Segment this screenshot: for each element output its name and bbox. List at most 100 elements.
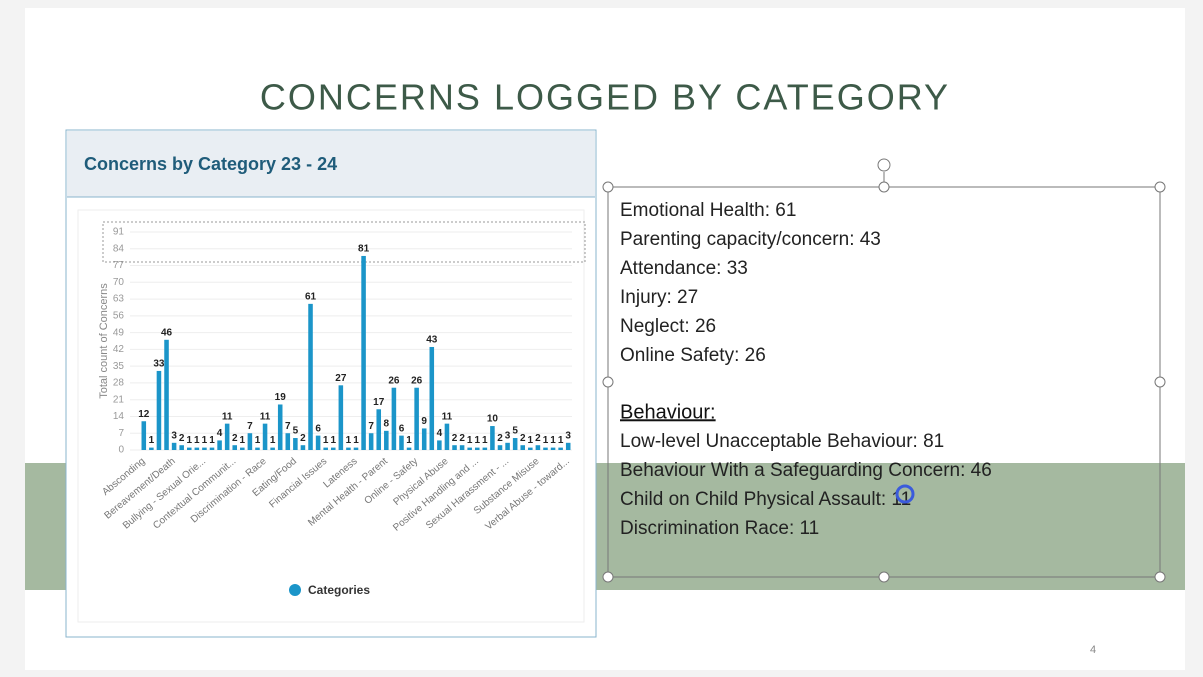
bar <box>323 447 328 450</box>
bar <box>512 438 518 450</box>
data-label: 2 <box>179 433 185 444</box>
selection-outline <box>102 221 586 263</box>
y-tick-label: 77 <box>113 260 125 271</box>
bar <box>300 445 306 450</box>
bar <box>285 433 291 450</box>
text-line: Attendance: 33 <box>620 258 748 279</box>
rotate-handle[interactable] <box>877 158 891 172</box>
data-label: 61 <box>305 292 317 303</box>
bar <box>535 445 541 450</box>
bar <box>543 447 548 450</box>
bar <box>209 447 215 450</box>
text-line: Behaviour With a Safeguarding Concern: 4… <box>620 460 992 481</box>
bar <box>149 447 154 450</box>
text-line: Low-level Unacceptable Behaviour: 81 <box>620 431 944 452</box>
data-label: 1 <box>467 435 473 446</box>
text-line: Discrimination Race: 11 <box>620 518 819 539</box>
data-label: 1 <box>474 435 480 446</box>
data-label: 1 <box>270 435 276 446</box>
data-label: 1 <box>186 435 192 446</box>
resize-handle[interactable] <box>1154 181 1166 193</box>
text-line: Child on Child Physical Assault: 11 <box>620 489 911 510</box>
y-tick-label: 63 <box>113 294 125 305</box>
data-label: 7 <box>285 421 291 432</box>
bar <box>330 447 336 450</box>
data-label: 3 <box>171 430 177 441</box>
text-line: Neglect: 26 <box>620 316 716 337</box>
bar <box>421 428 427 450</box>
data-label: 2 <box>232 433 238 444</box>
legend-label: Categories <box>308 583 370 597</box>
y-tick-label: 70 <box>113 277 125 288</box>
bar <box>156 370 162 450</box>
text-box[interactable]: Emotional Health: 61 Parenting capacity/c… <box>602 158 1166 583</box>
bar <box>467 447 472 450</box>
data-label: 1 <box>202 435 208 446</box>
data-label: 2 <box>452 433 458 444</box>
bar <box>528 447 533 450</box>
data-label: 4 <box>437 428 443 439</box>
data-label: 1 <box>323 435 329 446</box>
data-label: 6 <box>399 423 405 434</box>
data-label: 11 <box>442 411 453 422</box>
resize-handle[interactable] <box>602 376 614 388</box>
bar <box>391 387 397 450</box>
bar <box>270 447 275 450</box>
resize-handle[interactable] <box>1154 571 1166 583</box>
bar <box>444 423 450 450</box>
data-label: 1 <box>149 435 155 446</box>
data-label: 81 <box>358 244 370 255</box>
data-label: 1 <box>346 435 352 446</box>
text-line: Online Safety: 26 <box>620 345 766 366</box>
bar <box>474 447 480 450</box>
page-number: 4 <box>1090 644 1096 656</box>
data-label: 26 <box>411 375 423 386</box>
data-label: 5 <box>512 426 518 437</box>
data-label: 4 <box>217 428 223 439</box>
text-line: Emotional Health: 61 <box>620 200 796 221</box>
text-heading: Behaviour: <box>620 401 716 423</box>
bar <box>368 433 374 450</box>
data-label: 1 <box>330 435 336 446</box>
bar <box>437 440 442 450</box>
y-tick-label: 49 <box>113 327 125 338</box>
data-label: 11 <box>222 411 233 422</box>
bar <box>406 447 412 450</box>
data-label: 5 <box>293 426 299 437</box>
resize-handle[interactable] <box>878 181 890 193</box>
bar <box>247 433 253 450</box>
bar <box>217 440 222 450</box>
resize-handle[interactable] <box>602 571 614 583</box>
data-label: 1 <box>240 435 246 446</box>
slide-title: CONCERNS LOGGED BY CATEGORY <box>260 77 950 118</box>
bar <box>346 447 351 450</box>
bar <box>255 447 260 450</box>
data-label: 46 <box>161 327 173 338</box>
legend-marker <box>289 584 301 596</box>
data-label: 1 <box>209 435 215 446</box>
bar <box>399 435 404 450</box>
data-label: 19 <box>275 392 287 403</box>
bar <box>490 426 495 450</box>
cursor <box>895 484 915 504</box>
resize-handle[interactable] <box>1154 376 1166 388</box>
y-tick-label: 42 <box>113 344 125 355</box>
data-label: 1 <box>482 435 488 446</box>
bar <box>308 303 313 450</box>
chart-title: Concerns by Category 23 - 24 <box>84 154 337 174</box>
bar <box>171 442 177 450</box>
text-line: Injury: 27 <box>620 287 698 308</box>
resize-handle[interactable] <box>602 181 614 193</box>
bar <box>414 387 419 450</box>
data-label: 1 <box>406 435 412 446</box>
bar <box>338 385 344 450</box>
bar <box>376 409 382 450</box>
bar <box>186 447 192 450</box>
bar <box>505 442 510 450</box>
resize-handle[interactable] <box>878 571 890 583</box>
data-label: 26 <box>388 375 400 386</box>
data-label: 7 <box>368 421 374 432</box>
data-label: 7 <box>247 421 253 432</box>
data-label: 11 <box>260 411 271 422</box>
bar <box>179 445 184 450</box>
